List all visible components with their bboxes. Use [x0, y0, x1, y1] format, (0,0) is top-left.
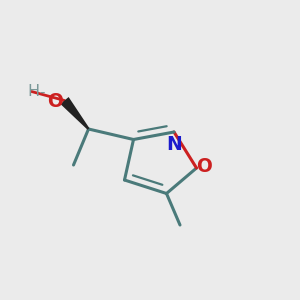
Text: O: O: [47, 92, 63, 111]
Polygon shape: [60, 97, 89, 130]
Text: N: N: [167, 135, 182, 154]
Text: H: H: [27, 84, 39, 99]
Text: O: O: [196, 157, 212, 176]
Text: -: -: [39, 85, 45, 100]
